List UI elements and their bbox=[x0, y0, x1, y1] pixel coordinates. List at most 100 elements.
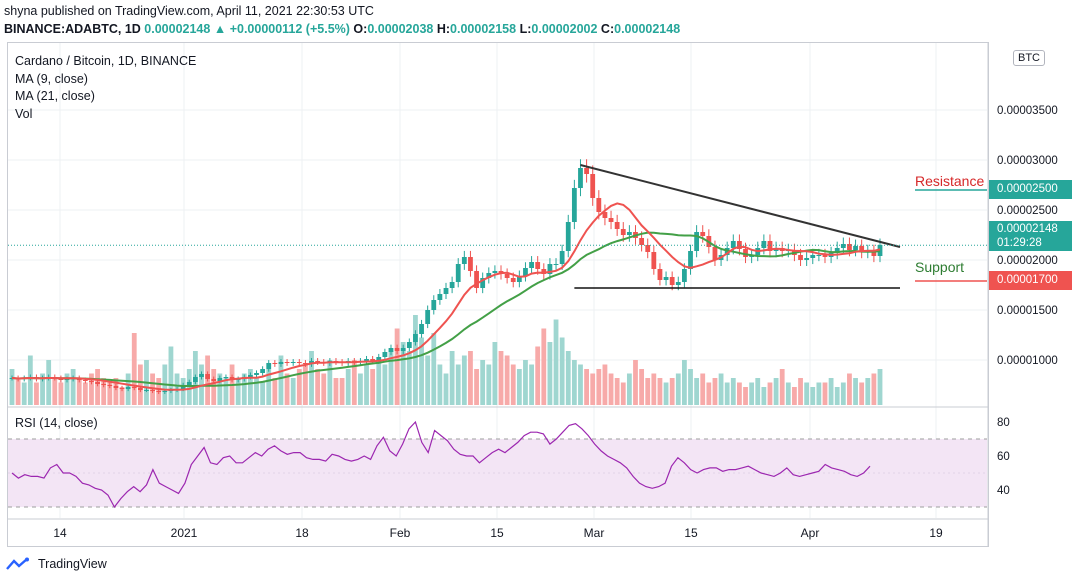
currency-badge[interactable]: BTC bbox=[1013, 50, 1045, 66]
volume-bar bbox=[565, 351, 571, 405]
ma21-line bbox=[11, 231, 881, 387]
time-tick-label: Mar bbox=[584, 526, 605, 540]
candle-body bbox=[162, 391, 168, 392]
candle-body bbox=[767, 241, 773, 251]
volume-bar bbox=[865, 378, 871, 405]
volume-bar bbox=[400, 342, 406, 405]
volume-bar bbox=[235, 378, 241, 405]
candle-body bbox=[712, 247, 718, 260]
volume-bar bbox=[645, 378, 651, 405]
volume-bar bbox=[590, 373, 596, 405]
time-tick-label: 14 bbox=[53, 526, 67, 540]
open-value: 0.00002038 bbox=[367, 22, 434, 36]
volume-bar bbox=[382, 364, 388, 405]
candle-body bbox=[645, 245, 651, 252]
candle-body bbox=[596, 198, 602, 212]
volume-bar bbox=[602, 364, 608, 405]
legend-ma9: MA (9, close) bbox=[15, 71, 88, 86]
candle-body bbox=[107, 385, 113, 386]
candle-body bbox=[523, 268, 528, 276]
price-tick-label: 0.00003500 bbox=[997, 105, 1058, 117]
volume-bar bbox=[626, 373, 632, 405]
candle-body bbox=[192, 377, 198, 382]
candle-body bbox=[254, 373, 259, 375]
candle-body bbox=[419, 324, 424, 334]
candle-body bbox=[798, 255, 803, 260]
volume-bar bbox=[58, 382, 64, 405]
volume-bar bbox=[578, 364, 583, 405]
candle-body bbox=[437, 294, 443, 300]
price-tick-label: 0.00003000 bbox=[997, 155, 1058, 167]
candle-body bbox=[394, 348, 400, 351]
volume-bar bbox=[260, 382, 266, 405]
last-price: 0.00002148 bbox=[144, 22, 211, 36]
resistance-trendline bbox=[580, 164, 901, 248]
change: +0.00000112 (+5.5%) bbox=[229, 22, 350, 36]
candle-body bbox=[480, 278, 486, 288]
candle-body bbox=[461, 257, 467, 264]
footer[interactable]: TradingView bbox=[6, 557, 107, 571]
current-price: 0.00002148 bbox=[997, 223, 1058, 235]
volume-bar bbox=[712, 378, 718, 405]
volume-bar bbox=[541, 328, 547, 405]
volume-bar bbox=[437, 364, 443, 405]
volume-bar bbox=[449, 351, 455, 405]
candle-body bbox=[455, 264, 461, 282]
volume-bar bbox=[370, 369, 376, 405]
candle-body bbox=[211, 379, 217, 381]
candle-body bbox=[663, 277, 669, 280]
volume-bar bbox=[718, 373, 724, 405]
tradingview-logo-icon bbox=[6, 557, 29, 570]
volume-bar bbox=[474, 369, 479, 405]
volume-bar bbox=[46, 360, 52, 405]
volume-bar bbox=[321, 373, 327, 405]
symbol: BINANCE:ADABTC, 1D bbox=[4, 22, 141, 36]
volume-bar bbox=[559, 337, 565, 405]
legend-vol: Vol bbox=[15, 106, 33, 121]
volume-bar bbox=[523, 360, 528, 405]
candle-body bbox=[871, 251, 877, 256]
volume-bar bbox=[810, 387, 816, 405]
volume-bar bbox=[663, 382, 669, 405]
candle-body bbox=[388, 348, 394, 352]
volume-bar bbox=[571, 360, 577, 405]
candle-body bbox=[303, 363, 308, 364]
candle-body bbox=[290, 362, 296, 363]
rsi-legend: RSI (14, close) bbox=[15, 416, 98, 430]
price-tick-label: 0.00002000 bbox=[997, 255, 1058, 267]
candle-body bbox=[639, 238, 645, 245]
candle-body bbox=[804, 258, 810, 260]
volume-bar bbox=[376, 360, 382, 405]
volume-bar bbox=[584, 369, 589, 405]
candle-body bbox=[590, 174, 596, 198]
candle-body bbox=[584, 168, 589, 174]
candle-body bbox=[553, 264, 559, 265]
volume-bar bbox=[223, 378, 229, 405]
time-tick-label: 19 bbox=[929, 526, 943, 540]
candle-body bbox=[675, 282, 681, 285]
volume-bar bbox=[785, 382, 791, 405]
volume-bar bbox=[168, 346, 174, 405]
volume-bar bbox=[761, 387, 767, 405]
volume-bar bbox=[828, 378, 834, 405]
candle-body bbox=[382, 352, 388, 357]
candle-body bbox=[504, 274, 510, 278]
brand-name: TradingView bbox=[38, 557, 107, 571]
volume-bar bbox=[834, 387, 840, 405]
volume-bar bbox=[296, 369, 302, 405]
time-tick-label: Feb bbox=[390, 526, 411, 540]
volume-bar bbox=[455, 364, 461, 405]
volume-bar bbox=[657, 378, 663, 405]
time-tick-label: Apr bbox=[801, 526, 820, 540]
candle-body bbox=[840, 244, 846, 248]
volume-bar bbox=[388, 351, 394, 405]
rsi-tick-label: 40 bbox=[997, 485, 1010, 497]
candle-body bbox=[810, 255, 816, 258]
candle-body bbox=[834, 248, 840, 253]
volume-bar bbox=[272, 378, 278, 405]
candle-body bbox=[64, 379, 70, 380]
legend-ma21: MA (21, close) bbox=[15, 89, 95, 103]
volume-bar bbox=[755, 378, 761, 405]
resistance-label: Resistance bbox=[915, 173, 985, 189]
